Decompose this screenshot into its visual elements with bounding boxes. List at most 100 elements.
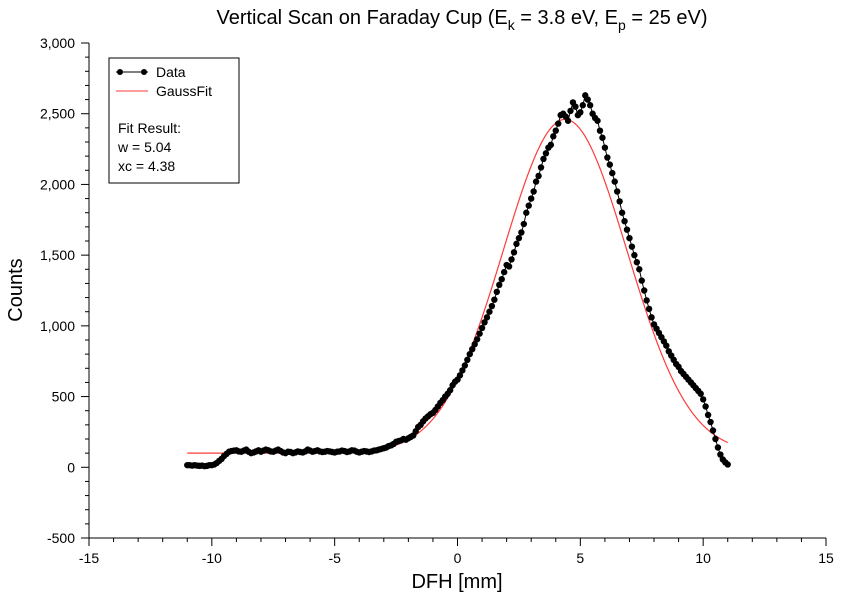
data-point	[488, 302, 496, 310]
y-tick-label: 0	[67, 459, 75, 475]
x-tick-label: 15	[818, 550, 834, 566]
data-point	[704, 411, 712, 419]
x-tick-label: 10	[695, 550, 711, 566]
data-point	[542, 150, 550, 157]
data-point	[609, 169, 616, 177]
data-point	[505, 263, 513, 270]
data-point	[547, 141, 555, 149]
data-point	[579, 102, 586, 109]
data-point	[508, 256, 515, 263]
data-point	[446, 387, 454, 394]
data-point	[540, 155, 547, 163]
data-point	[606, 161, 614, 168]
data-point	[537, 164, 545, 171]
data-point	[702, 403, 709, 410]
data-point	[528, 195, 535, 202]
data-point	[594, 117, 601, 124]
y-tick-label: 2,500	[40, 106, 75, 122]
data-point	[550, 133, 557, 140]
data-point	[491, 296, 498, 303]
data-point	[724, 461, 731, 468]
title-sub-p: p	[618, 17, 626, 33]
data-point	[532, 178, 540, 185]
data-point	[631, 251, 638, 259]
data-point	[611, 178, 618, 185]
data-point	[535, 172, 542, 180]
title-sub-k: k	[508, 17, 516, 33]
y-tick-label: 3,000	[40, 35, 75, 51]
data-point	[564, 117, 572, 124]
data-point	[697, 390, 704, 397]
data-point	[525, 202, 532, 209]
data-point	[496, 281, 503, 289]
legend-fit-w: w = 5.04	[117, 139, 172, 155]
data-point	[510, 249, 518, 256]
data-point	[636, 266, 643, 273]
data-point	[513, 240, 520, 248]
legend-fit-result-label: Fit Result:	[118, 120, 181, 136]
data-point	[616, 198, 623, 205]
data-point	[523, 209, 530, 216]
data-point	[633, 259, 641, 266]
data-point	[461, 362, 469, 369]
data-point	[712, 435, 719, 443]
legend-data-marker-right	[141, 69, 147, 75]
data-point	[500, 268, 508, 276]
data-point	[464, 356, 471, 363]
data-point	[621, 218, 628, 225]
data-point	[520, 220, 528, 228]
data-point	[618, 209, 626, 216]
chart-title: Vertical Scan on Faraday Cup (Ek = 3.8 e…	[216, 7, 707, 33]
data-point	[518, 229, 525, 236]
data-point	[572, 103, 579, 110]
y-tick-label: 2,000	[40, 176, 75, 192]
legend-data-label: Data	[156, 64, 186, 80]
data-point	[623, 226, 631, 233]
data-point	[481, 319, 488, 326]
data-point	[643, 297, 650, 304]
data-point	[699, 396, 707, 403]
legend-fit-label: GaussFit	[156, 83, 212, 99]
x-tick-label: -10	[202, 550, 222, 566]
data-point	[466, 350, 473, 358]
data-point	[473, 336, 481, 343]
data-point	[555, 120, 562, 127]
data-point	[459, 367, 466, 374]
y-tick-label: -500	[47, 530, 75, 546]
y-axis-title: Counts	[5, 258, 27, 321]
x-tick-label: 0	[454, 550, 462, 566]
data-point	[476, 330, 483, 337]
data-point	[599, 134, 606, 141]
data-point	[577, 109, 584, 116]
data-point	[567, 107, 574, 115]
data-point	[552, 127, 559, 134]
title-prefix: Vertical Scan on Faraday Cup (E	[216, 7, 507, 29]
data-point	[707, 418, 714, 426]
data-point	[645, 305, 653, 313]
title-suffix: = 25 eV)	[626, 7, 708, 29]
data-point	[613, 188, 621, 195]
x-tick-label: -5	[328, 550, 341, 566]
x-tick-label: -15	[79, 550, 99, 566]
data-point	[456, 372, 464, 379]
data-point	[604, 154, 611, 161]
y-tick-label: 500	[52, 389, 76, 405]
data-point	[469, 345, 476, 353]
y-axis: -500 0 500 1,000 1,500 2,000 2,500 3,000	[40, 35, 89, 546]
data-point	[648, 314, 655, 321]
data-point	[486, 308, 493, 315]
legend-data-marker-left	[117, 69, 123, 75]
legend: Data GaussFit Fit Result: w = 5.04 xc = …	[108, 57, 240, 184]
gaussfit-line	[187, 118, 728, 454]
y-tick-label: 1,000	[40, 318, 75, 334]
data-point	[483, 314, 491, 321]
data-point	[478, 324, 486, 332]
legend-fit-xc: xc = 4.38	[118, 158, 175, 174]
gaussfit-series	[187, 118, 728, 454]
title-mid: = 3.8 eV, E	[515, 7, 618, 29]
data-point	[626, 234, 633, 242]
data-point	[471, 341, 478, 348]
data-point	[641, 287, 648, 294]
data-line	[187, 94, 729, 467]
